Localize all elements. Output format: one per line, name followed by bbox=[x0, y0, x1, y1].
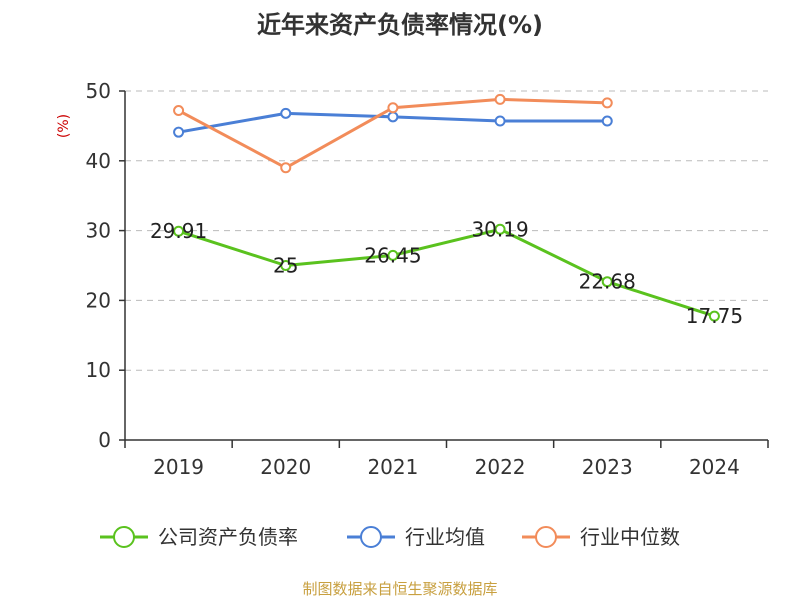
legend[interactable]: 公司资产负债率 行业均值 行业中位数 bbox=[100, 525, 680, 549]
legend-label: 行业中位数 bbox=[580, 525, 680, 549]
x-tick-label: 2024 bbox=[689, 455, 740, 479]
legend-item-0[interactable]: 公司资产负债率 bbox=[100, 525, 298, 549]
data-point bbox=[601, 97, 613, 109]
data-point bbox=[173, 105, 185, 117]
data-point bbox=[280, 107, 292, 119]
legend-item-1[interactable]: 行业均值 bbox=[347, 525, 485, 549]
x-axis-ticks: 2019 2020 2021 2022 2023 2024 bbox=[124, 440, 769, 479]
data-label: 17.75 bbox=[686, 304, 743, 328]
data-point bbox=[494, 223, 506, 235]
y-tick-label: 10 bbox=[86, 358, 111, 382]
y-tick-label: 30 bbox=[86, 219, 111, 243]
x-tick-label: 2021 bbox=[367, 455, 418, 479]
series-line-0 bbox=[178, 227, 715, 318]
x-tick-label: 2020 bbox=[260, 455, 311, 479]
x-tick-label: 2022 bbox=[475, 455, 526, 479]
legend-swatch-marker bbox=[113, 526, 135, 548]
legend-swatch-marker bbox=[360, 526, 382, 548]
data-point bbox=[601, 276, 613, 288]
legend-item-2[interactable]: 行业中位数 bbox=[522, 525, 680, 549]
x-tick-label: 2019 bbox=[153, 455, 204, 479]
data-labels: 29.91 25 26.45 30.19 22.68 17.75 bbox=[150, 217, 743, 328]
data-point bbox=[494, 93, 506, 105]
legend-label: 公司资产负债率 bbox=[158, 525, 298, 549]
legend-swatch-marker bbox=[535, 526, 557, 548]
legend-label: 行业均值 bbox=[405, 525, 485, 549]
axes bbox=[124, 91, 768, 441]
data-point bbox=[280, 260, 292, 271]
grid-lines bbox=[125, 90, 768, 371]
y-tick-label: 50 bbox=[86, 79, 111, 103]
chart-title: 近年来资产负债率情况(%) bbox=[257, 11, 543, 39]
data-point bbox=[280, 162, 292, 174]
y-tick-label: 0 bbox=[98, 428, 111, 452]
data-point bbox=[173, 225, 185, 237]
data-label: 29.91 bbox=[150, 219, 207, 243]
data-label: 30.19 bbox=[471, 217, 528, 241]
y-tick-label: 20 bbox=[86, 288, 111, 312]
data-label: 26.45 bbox=[364, 243, 421, 267]
data-label: 22.68 bbox=[579, 270, 636, 294]
series-group bbox=[173, 93, 720, 322]
data-point bbox=[387, 249, 399, 261]
y-tick-label: 40 bbox=[86, 149, 111, 173]
y-axis-ticks: 0 10 20 30 40 50 bbox=[86, 79, 125, 452]
data-point bbox=[387, 111, 399, 123]
data-point bbox=[708, 310, 720, 322]
data-source-note: 制图数据来自恒生聚源数据库 bbox=[302, 580, 497, 598]
data-point bbox=[173, 126, 185, 138]
y-axis-label: (%) bbox=[56, 114, 72, 138]
x-tick-label: 2023 bbox=[582, 455, 633, 479]
data-point bbox=[494, 115, 506, 127]
data-point bbox=[601, 115, 613, 127]
data-label: 25 bbox=[273, 254, 298, 278]
data-point bbox=[387, 102, 399, 114]
